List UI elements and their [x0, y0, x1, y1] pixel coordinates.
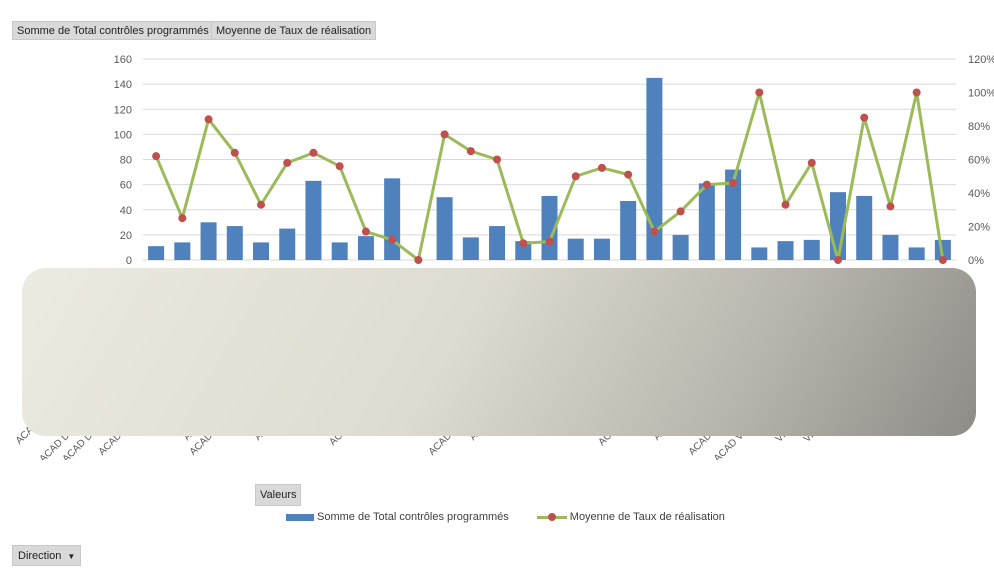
y-tick-label: 40 [120, 205, 132, 217]
bar [279, 228, 296, 260]
bar [882, 234, 899, 260]
bar [226, 226, 243, 260]
y-tick-label: 80 [120, 155, 132, 167]
rate-marker [204, 115, 213, 124]
bar [672, 234, 689, 260]
bar [462, 237, 479, 260]
blurred-overlay-panel [22, 268, 976, 436]
rate-marker [335, 162, 344, 171]
y-tick-label: 0 [126, 255, 132, 267]
y-tick-label: 120 [114, 104, 132, 116]
rate-marker [466, 147, 475, 156]
bar [934, 239, 951, 260]
rate-marker [388, 235, 397, 244]
rate-marker [545, 237, 554, 246]
combo-chart: 0 20 40 60 80 100 120 140 160 0% 20% 40% 60% 80% 100%… [14, 54, 994, 460]
y-tick-label: 100 [114, 129, 132, 141]
rate-marker [361, 227, 370, 236]
legend-item-line: Moyenne de Taux de réalisation [536, 511, 725, 523]
bar [331, 242, 348, 260]
bar [489, 226, 506, 260]
rate-marker [912, 88, 921, 97]
bar [148, 246, 165, 260]
y2-tick-label: 60% [968, 155, 990, 167]
rate-marker [283, 158, 292, 167]
rate-marker [440, 130, 449, 139]
rate-marker [807, 158, 816, 167]
rate-marker [781, 200, 790, 209]
rate-marker [571, 172, 580, 181]
bar [751, 247, 768, 260]
legend-line-label: Moyenne de Taux de réalisation [569, 511, 725, 523]
chart-legend: Somme de Total contrôles programmés Moye… [286, 511, 725, 523]
legend-line-swatch [536, 512, 567, 522]
y2-tick-label: 40% [968, 188, 990, 200]
rate-marker [676, 207, 685, 216]
gridlines [143, 58, 956, 261]
rate-marker [650, 227, 659, 236]
rate-marker [178, 214, 187, 223]
line-series [152, 88, 947, 264]
rate-marker [230, 148, 239, 157]
pivot-avg-field-button[interactable]: Moyenne de Taux de réalisation [211, 21, 377, 40]
bar [174, 242, 191, 260]
rate-marker [755, 88, 764, 97]
dropdown-arrow-icon: ▼ [67, 552, 76, 561]
rate-marker [860, 113, 869, 122]
rate-marker [729, 178, 738, 187]
legend-bar-label: Somme de Total contrôles programmés [317, 511, 509, 523]
pivot-sum-field-button[interactable]: Somme de Total contrôles programmés [12, 21, 214, 40]
bar [253, 242, 270, 260]
y2-tick-label: 120% [968, 54, 994, 66]
bar [803, 239, 820, 260]
bar [305, 180, 322, 260]
bar [620, 200, 637, 260]
bar-series [148, 77, 951, 260]
bar [515, 241, 532, 260]
bar [646, 77, 663, 260]
primary-y-axis: 0 20 40 60 80 100 120 140 160 [114, 54, 132, 267]
rate-marker [493, 155, 502, 164]
bar [436, 197, 453, 260]
rate-marker [833, 256, 842, 264]
bar [593, 238, 610, 260]
y2-tick-label: 20% [968, 222, 990, 234]
bar [777, 241, 794, 260]
bar [856, 195, 873, 260]
legend-bar-swatch [286, 513, 314, 521]
bar [908, 247, 925, 260]
y-tick-label: 140 [114, 79, 132, 91]
rate-marker [702, 180, 711, 189]
bar [698, 183, 715, 260]
bar [567, 238, 584, 260]
rate-marker [309, 148, 318, 157]
rate-marker [938, 256, 947, 264]
y-tick-label: 160 [114, 54, 132, 66]
secondary-y-axis: 0% 20% 40% 60% 80% 100% 120% [968, 54, 994, 267]
rate-marker [597, 163, 606, 172]
bar [541, 195, 558, 260]
bar [357, 236, 374, 260]
rate-marker [414, 256, 423, 264]
rate-marker [624, 170, 633, 179]
rate-marker [886, 202, 895, 211]
direction-filter-button[interactable]: Direction ▼ [12, 545, 82, 566]
rate-marker [519, 239, 528, 248]
y2-tick-label: 100% [968, 88, 994, 100]
direction-filter-label: Direction [18, 550, 62, 562]
y2-tick-label: 0% [968, 255, 984, 267]
legend-item-bars: Somme de Total contrôles programmés [286, 511, 509, 523]
y-tick-label: 20 [120, 230, 132, 242]
y-tick-label: 60 [120, 180, 132, 192]
rate-marker [152, 152, 161, 161]
bar [384, 178, 401, 260]
bar [200, 222, 217, 260]
values-field-button[interactable]: Valeurs [255, 484, 302, 506]
y2-tick-label: 80% [968, 121, 990, 133]
bar [725, 169, 742, 260]
rate-marker [257, 200, 266, 209]
